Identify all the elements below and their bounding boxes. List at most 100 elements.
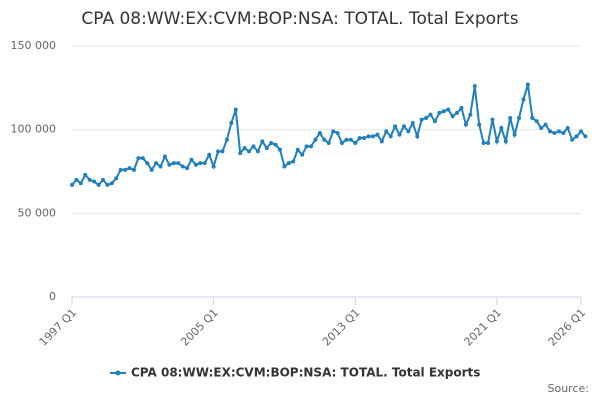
- point: [158, 164, 163, 169]
- point: [490, 117, 495, 122]
- point: [534, 119, 539, 124]
- y-tick-label: 100 000: [11, 123, 57, 136]
- point: [273, 142, 278, 147]
- point: [375, 132, 380, 137]
- point: [238, 151, 243, 156]
- point: [198, 161, 203, 166]
- point: [176, 161, 181, 166]
- point: [450, 114, 455, 119]
- series-line: [71, 84, 587, 187]
- point: [131, 167, 136, 172]
- chart-title: CPA 08:WW:EX:CVM:BOP:NSA: TOTAL. Total E…: [81, 9, 518, 29]
- point: [114, 176, 119, 181]
- point: [207, 152, 212, 157]
- point: [100, 177, 105, 182]
- point: [300, 152, 305, 157]
- point: [406, 129, 411, 134]
- point: [264, 146, 269, 151]
- point: [335, 131, 340, 136]
- point: [499, 125, 504, 130]
- x-tick-label: 2021 Q1: [462, 306, 505, 349]
- point: [171, 161, 176, 166]
- point: [428, 112, 433, 117]
- point: [224, 137, 229, 142]
- point: [295, 147, 300, 152]
- point: [211, 164, 216, 169]
- x-tick-label: 2026 Q1: [546, 306, 589, 349]
- point: [455, 110, 460, 115]
- point: [565, 125, 570, 130]
- point: [180, 164, 185, 169]
- point: [556, 129, 561, 134]
- point: [229, 120, 234, 125]
- point: [552, 131, 557, 136]
- point: [517, 115, 522, 120]
- point: [216, 149, 221, 154]
- point: [503, 139, 508, 144]
- point: [233, 107, 238, 112]
- point: [317, 131, 322, 136]
- x-tick-label: 2013 Q1: [320, 306, 363, 349]
- point: [154, 161, 159, 166]
- y-tick-label: 150 000: [11, 39, 57, 52]
- point: [530, 115, 535, 120]
- point: [278, 147, 283, 152]
- point: [339, 141, 344, 146]
- point: [344, 137, 349, 142]
- point: [96, 182, 101, 187]
- point: [574, 134, 579, 139]
- point: [357, 136, 362, 141]
- point: [118, 167, 123, 172]
- source: Source:: [548, 382, 590, 395]
- legend-marker: [115, 370, 121, 376]
- point: [282, 164, 287, 169]
- point: [185, 166, 190, 171]
- point: [468, 112, 473, 117]
- point: [149, 167, 154, 172]
- point: [269, 141, 274, 146]
- point: [220, 149, 225, 154]
- point: [419, 117, 424, 122]
- point: [459, 105, 464, 110]
- point: [539, 125, 544, 130]
- point: [167, 162, 172, 167]
- point: [286, 161, 291, 166]
- point: [353, 141, 358, 146]
- point: [583, 134, 588, 139]
- point: [561, 131, 566, 136]
- point: [313, 137, 318, 142]
- point: [70, 182, 74, 187]
- point: [127, 166, 132, 171]
- y-tick-label: 50 000: [18, 206, 57, 219]
- point: [548, 129, 553, 134]
- point: [78, 181, 83, 186]
- point: [384, 129, 389, 134]
- point: [508, 115, 513, 120]
- point: [251, 144, 256, 149]
- point: [136, 156, 141, 161]
- point: [486, 141, 491, 146]
- point: [424, 115, 429, 120]
- point: [87, 177, 92, 182]
- point: [579, 129, 583, 134]
- point: [140, 156, 145, 161]
- point: [437, 110, 442, 115]
- point: [570, 137, 575, 142]
- point: [348, 137, 353, 142]
- point: [304, 144, 309, 149]
- point: [162, 154, 167, 159]
- x-tick-label: 2005 Q1: [178, 306, 221, 349]
- point: [370, 134, 375, 139]
- point: [393, 124, 398, 129]
- point: [441, 109, 446, 114]
- point: [189, 157, 194, 162]
- point: [255, 149, 260, 154]
- point: [260, 139, 265, 144]
- point: [247, 149, 252, 154]
- point: [446, 107, 451, 112]
- point: [512, 132, 517, 137]
- y-tick-label: 0: [49, 290, 56, 303]
- point: [525, 82, 530, 87]
- point: [481, 141, 486, 146]
